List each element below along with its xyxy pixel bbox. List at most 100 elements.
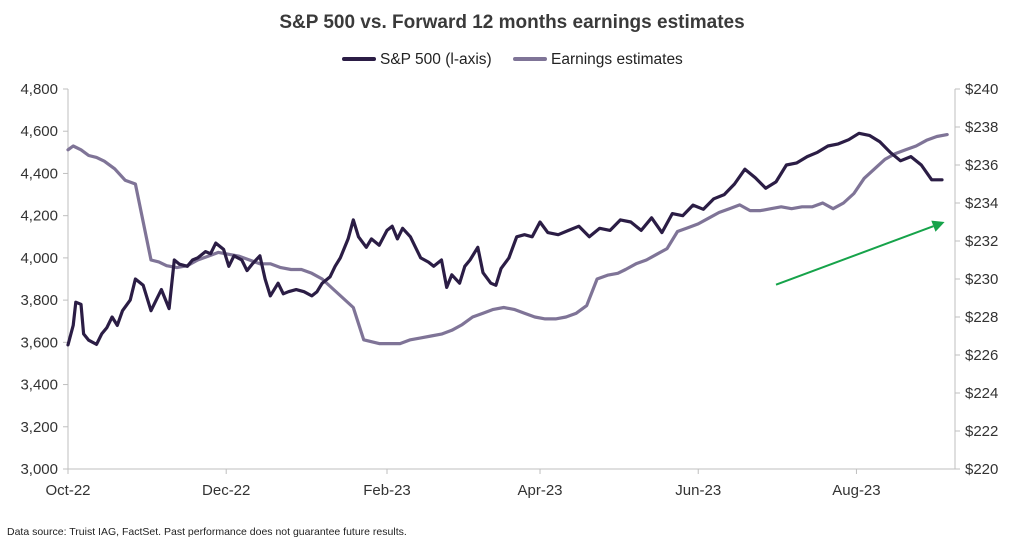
x-tick-label: Apr-23: [518, 482, 563, 499]
point-sp500: [450, 273, 453, 276]
point-sp500: [427, 261, 430, 264]
point-earnings: [645, 259, 648, 262]
point-sp500: [539, 221, 542, 224]
series-earnings-line: [66, 133, 949, 346]
point-sp500: [269, 295, 272, 298]
point-sp500: [681, 214, 684, 217]
data-source-note: Data source: Truist IAG, FactSet. Past p…: [7, 526, 407, 538]
point-sp500: [702, 208, 705, 211]
point-sp500: [303, 290, 306, 293]
point-earnings: [103, 160, 106, 163]
x-tick-label: Aug-23: [832, 482, 880, 499]
point-earnings: [728, 207, 731, 210]
x-tick-label: Dec-22: [202, 482, 250, 499]
point-sp500: [87, 339, 90, 342]
point-earnings: [352, 306, 355, 309]
point-sp500: [889, 151, 892, 154]
point-earnings: [884, 158, 887, 161]
point-earnings: [544, 318, 547, 321]
point-earnings: [687, 226, 690, 229]
point-sp500: [116, 324, 119, 327]
y-right-tick-label: $226: [965, 347, 998, 364]
point-sp500: [82, 333, 85, 336]
point-sp500: [531, 235, 534, 238]
y-left-tick-label: 4,200: [20, 208, 58, 225]
y-right-ticks: $220 $222 $224 $226 $228 $230 $232 $234 $236 $238…: [955, 81, 998, 478]
point-sp500: [227, 265, 230, 268]
point-earnings: [196, 259, 199, 262]
point-sp500: [396, 238, 399, 241]
point-earnings: [811, 205, 814, 208]
point-sp500: [178, 263, 181, 266]
point-sp500: [214, 242, 217, 245]
point-earnings: [227, 253, 230, 256]
point-sp500: [287, 290, 290, 293]
point-earnings: [904, 148, 907, 151]
point-earnings: [95, 156, 98, 159]
point-sp500: [72, 324, 75, 327]
y-left-ticks: 3,000 3,200 3,400 3,600 3,800 4,000 4,200 4,400…: [20, 81, 68, 478]
point-sp500: [155, 299, 158, 302]
point-earnings: [523, 312, 526, 315]
point-sp500: [598, 227, 601, 230]
point-sp500: [930, 178, 933, 181]
point-sp500: [142, 284, 145, 287]
point-earnings: [430, 335, 433, 338]
point-sp500: [495, 284, 498, 287]
point-sp500: [106, 326, 109, 329]
point-sp500: [609, 229, 612, 232]
point-sp500: [858, 132, 861, 135]
point-earnings: [238, 255, 241, 258]
point-earnings: [666, 247, 669, 250]
point-earnings: [461, 323, 464, 326]
point-sp500: [744, 168, 747, 171]
trend-arrow-head: [931, 220, 945, 232]
point-sp500: [910, 155, 913, 158]
point-earnings: [894, 152, 897, 155]
point-sp500: [508, 257, 511, 260]
point-earnings: [821, 202, 824, 205]
point-sp500: [277, 282, 280, 285]
point-sp500: [764, 187, 767, 190]
point-sp500: [191, 259, 194, 262]
y-left-tick-label: 4,000: [20, 250, 58, 267]
data-points: [67, 132, 949, 346]
point-sp500: [233, 254, 236, 257]
point-earnings: [378, 342, 381, 345]
point-sp500: [222, 248, 225, 251]
point-sp500: [785, 164, 788, 167]
point-earnings: [596, 278, 599, 281]
point-sp500: [409, 235, 412, 238]
y-right-tick-label: $234: [965, 195, 998, 212]
point-earnings: [513, 308, 516, 311]
y-right-tick-label: $232: [965, 233, 998, 250]
point-sp500: [712, 197, 715, 200]
point-sp500: [469, 259, 472, 262]
point-sp500: [557, 233, 560, 236]
point-sp500: [827, 145, 830, 148]
point-earnings: [533, 316, 536, 319]
point-sp500: [640, 229, 643, 232]
point-sp500: [650, 216, 653, 219]
point-sp500: [173, 259, 176, 262]
y-right-tick-label: $224: [965, 385, 998, 402]
point-sp500: [482, 271, 485, 274]
point-sp500: [251, 263, 254, 266]
point-earnings: [186, 264, 189, 267]
point-sp500: [458, 282, 461, 285]
point-earnings: [853, 192, 856, 195]
legend-label-sp500: S&P 500 (l-axis): [380, 51, 492, 68]
point-sp500: [316, 290, 319, 293]
point-sp500: [515, 235, 518, 238]
point-earnings: [207, 255, 210, 258]
point-sp500: [754, 176, 757, 179]
point-earnings: [624, 268, 627, 271]
point-earnings: [915, 145, 918, 148]
point-sp500: [419, 257, 422, 260]
point-earnings: [482, 312, 485, 315]
point-earnings: [676, 230, 679, 233]
point-earnings: [217, 251, 220, 254]
point-earnings: [113, 167, 116, 170]
point-sp500: [204, 250, 207, 253]
point-sp500: [837, 143, 840, 146]
